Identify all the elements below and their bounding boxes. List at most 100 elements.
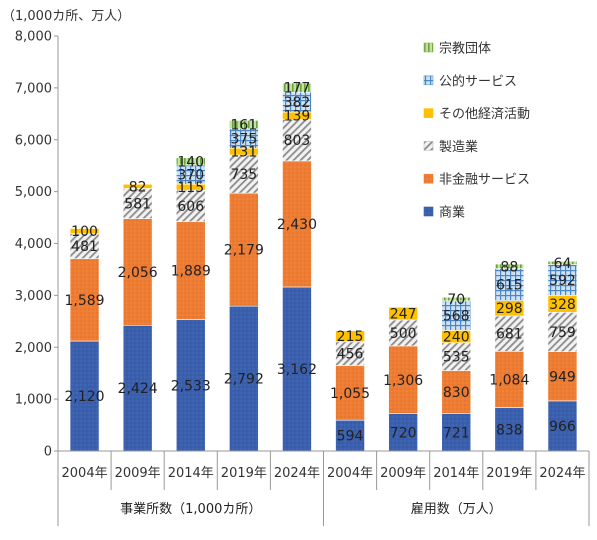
data-label-commerce: 720 bbox=[390, 425, 417, 441]
legend-swatch-non-financial-services bbox=[423, 173, 434, 184]
data-label-non-financial-services: 1,306 bbox=[383, 373, 423, 389]
bar-segment-non-financial-services bbox=[335, 365, 365, 421]
x-tick-label: 2019年 bbox=[221, 466, 267, 481]
bar-segment-other-economic-activities bbox=[335, 330, 365, 343]
legend-label-manufacturing: 製造業 bbox=[439, 139, 478, 155]
bar-segment-manufacturing bbox=[175, 189, 206, 222]
bar-segment-non-financial-services bbox=[175, 221, 206, 320]
bar-segment-manufacturing bbox=[282, 118, 312, 162]
data-label-manufacturing: 481 bbox=[71, 239, 98, 255]
y-tick-label: 4,000 bbox=[15, 237, 52, 252]
bar-segment-commerce bbox=[547, 400, 578, 452]
bar-segment-religious-organizations bbox=[441, 296, 472, 302]
bar-segment-non-financial-services bbox=[441, 370, 472, 414]
data-label-other-economic-activities: 115 bbox=[177, 180, 204, 196]
bar-segment-religious-organizations bbox=[175, 157, 206, 166]
data-label-religious-organizations: 177 bbox=[284, 81, 311, 97]
data-label-other-economic-activities: 240 bbox=[443, 330, 470, 346]
legend-label-commerce: 商業 bbox=[439, 205, 465, 221]
legend-swatch-religious-organizations bbox=[423, 42, 434, 53]
x-group-label: 事業所数（1,000カ所） bbox=[120, 501, 261, 517]
bar-segment-religious-organizations bbox=[282, 82, 312, 93]
bar-segment-religious-organizations bbox=[494, 263, 525, 269]
data-label-manufacturing: 735 bbox=[230, 167, 257, 183]
data-label-religious-organizations: 70 bbox=[447, 292, 465, 308]
legend-swatch-commerce bbox=[423, 206, 434, 217]
data-label-non-financial-services: 1,589 bbox=[65, 293, 105, 309]
x-tick-label: 2004年 bbox=[62, 466, 108, 481]
data-label-commerce: 2,424 bbox=[118, 381, 158, 397]
data-label-non-financial-services: 949 bbox=[549, 369, 576, 385]
y-tick-label: 3,000 bbox=[15, 289, 52, 304]
bar-segment-public-services bbox=[441, 300, 472, 331]
data-label-manufacturing: 456 bbox=[337, 347, 364, 363]
bar-segment-manufacturing bbox=[69, 233, 100, 259]
bar-segment-manufacturing bbox=[547, 311, 578, 352]
bar-segment-other-economic-activities bbox=[388, 306, 418, 321]
y-tick-label: 6,000 bbox=[15, 133, 52, 148]
unit-label: （1,000カ所、万人） bbox=[2, 9, 130, 24]
legend-label-other-economic-activities: その他経済活動 bbox=[439, 106, 530, 122]
y-tick-label: 5,000 bbox=[15, 185, 52, 200]
bar-segment-commerce bbox=[229, 305, 259, 452]
legend-swatch-manufacturing bbox=[423, 141, 434, 151]
x-tick-label: 2014年 bbox=[168, 466, 214, 481]
bar-segment-non-financial-services bbox=[229, 192, 259, 307]
data-label-manufacturing: 535 bbox=[443, 350, 470, 366]
legend-label-non-financial-services: 非金融サービス bbox=[439, 172, 530, 188]
data-label-religious-organizations: 88 bbox=[500, 259, 518, 275]
y-tick-label: 1,000 bbox=[15, 393, 52, 408]
y-tick-label: 8,000 bbox=[15, 30, 52, 45]
data-label-religious-organizations: 140 bbox=[177, 154, 204, 170]
x-tick-label: 2004年 bbox=[327, 466, 373, 481]
data-label-commerce: 838 bbox=[496, 422, 523, 438]
legend-label-religious-organizations: 宗教団体 bbox=[439, 41, 491, 57]
data-label-other-economic-activities: 82 bbox=[129, 179, 147, 195]
data-label-manufacturing: 681 bbox=[496, 327, 523, 343]
data-label-commerce: 3,162 bbox=[277, 362, 317, 378]
data-label-non-financial-services: 830 bbox=[443, 385, 470, 401]
x-tick-label: 2024年 bbox=[539, 466, 585, 481]
data-label-non-financial-services: 1,084 bbox=[489, 372, 529, 388]
data-label-public-services: 615 bbox=[496, 278, 523, 294]
data-label-public-services: 382 bbox=[284, 95, 311, 111]
data-label-non-financial-services: 2,056 bbox=[118, 265, 158, 281]
data-label-other-economic-activities: 298 bbox=[496, 301, 523, 317]
data-label-other-economic-activities: 215 bbox=[337, 329, 364, 345]
data-label-commerce: 721 bbox=[443, 425, 470, 441]
y-axis: 0 1,000 2,000 3,000 4,000 5,000 6,000 7,000 8,00… bbox=[15, 30, 59, 460]
data-label-manufacturing: 500 bbox=[390, 326, 417, 342]
x-axis: 2004年 2009年 2014年 2019年 2024年 2004年 2009年 2014年… bbox=[57, 450, 590, 526]
bar-segment-public-services bbox=[547, 264, 578, 296]
y-tick-label: 0 bbox=[44, 445, 52, 460]
bars bbox=[69, 82, 578, 452]
legend-swatch-public-services bbox=[423, 75, 434, 86]
data-label-religious-organizations: 64 bbox=[554, 256, 572, 272]
bar-segment-non-financial-services bbox=[494, 350, 525, 408]
bar-segment-commerce bbox=[441, 413, 472, 452]
bar-segment-non-financial-services bbox=[547, 351, 578, 402]
data-label-non-financial-services: 1,889 bbox=[171, 264, 211, 280]
data-label-religious-organizations: 161 bbox=[230, 118, 257, 134]
x-tick-label: 2014年 bbox=[433, 466, 479, 481]
bar-segment-commerce bbox=[335, 419, 365, 452]
bar-segment-non-financial-services bbox=[282, 160, 312, 288]
data-label-public-services: 370 bbox=[177, 168, 204, 184]
bar-segment-non-financial-services bbox=[388, 345, 418, 414]
data-label-public-services: 568 bbox=[443, 309, 470, 325]
bar-segment-manufacturing bbox=[441, 342, 472, 371]
bar-segment-non-financial-services bbox=[122, 218, 153, 326]
bar-segment-religious-organizations bbox=[547, 260, 578, 265]
x-tick-label: 2009年 bbox=[380, 466, 426, 481]
data-label-manufacturing: 581 bbox=[124, 197, 151, 213]
data-label-other-economic-activities: 131 bbox=[230, 145, 257, 161]
bar-segment-commerce bbox=[388, 413, 418, 452]
x-tick-label: 2019年 bbox=[486, 466, 532, 481]
data-label-non-financial-services: 2,430 bbox=[277, 217, 317, 233]
bar-segment-manufacturing bbox=[494, 315, 525, 352]
data-label-manufacturing: 759 bbox=[549, 325, 576, 341]
data-label-commerce: 2,533 bbox=[171, 378, 211, 394]
data-label-manufacturing: 803 bbox=[284, 133, 311, 149]
